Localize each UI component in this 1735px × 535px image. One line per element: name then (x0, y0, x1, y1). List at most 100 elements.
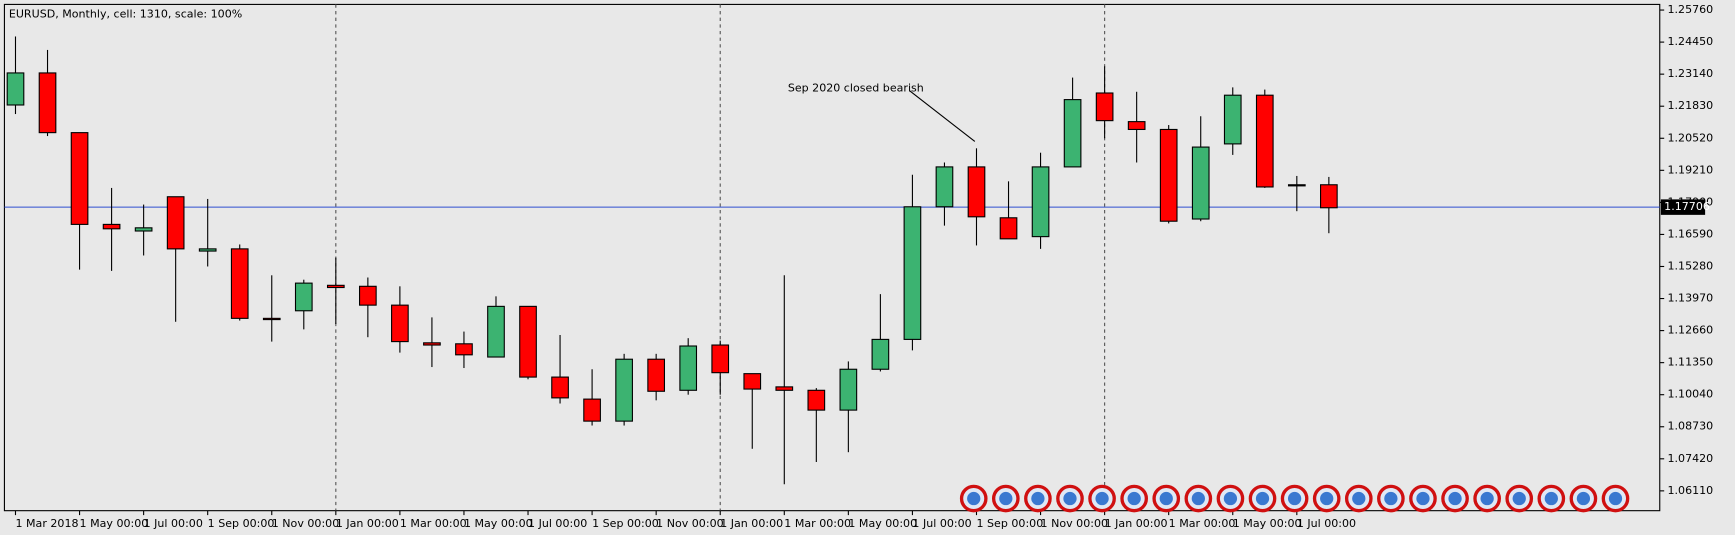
candle-body (519, 305, 537, 378)
x-tick-label: 1 Jul 00:00 (144, 517, 203, 530)
y-tick-label: 1.23140 (1668, 67, 1714, 80)
icon-globe (1063, 491, 1077, 506)
candle-body (967, 166, 986, 218)
icon-globe (1287, 491, 1302, 506)
candle-body (583, 398, 601, 422)
candle-body (711, 344, 730, 374)
icon-globe (1031, 491, 1045, 506)
candle-body (294, 282, 313, 312)
price-label: 1.17706 (1664, 200, 1710, 213)
icon-globe (1095, 491, 1109, 506)
candle-body (1127, 121, 1146, 131)
x-tick-label: 1 May 00:00 (1233, 517, 1302, 530)
candle-body (935, 166, 954, 208)
icon-globe (1191, 491, 1205, 506)
y-tick-label: 1.10040 (1668, 388, 1714, 401)
price-label-box (1660, 199, 1706, 215)
candle-body (70, 132, 89, 225)
icon-globe (967, 491, 981, 506)
icon-globe (1384, 491, 1398, 506)
candle-body (775, 386, 794, 391)
candle-body (1095, 92, 1114, 122)
candle-body (1191, 146, 1210, 220)
y-tick-label: 1.12660 (1668, 324, 1714, 337)
icon-globe (1448, 491, 1462, 506)
y-tick-label: 1.13970 (1668, 292, 1714, 305)
candle-body (903, 206, 922, 340)
x-tick-label: 1 Jan 00:00 (1105, 517, 1168, 530)
candle-body (551, 376, 569, 399)
plot-frame (3, 3, 1661, 512)
candle-body (230, 248, 249, 319)
y-tick-label: 1.20520 (1668, 131, 1714, 144)
x-tick-label: 1 May 00:00 (464, 517, 533, 530)
candle-body (326, 284, 345, 289)
x-tick-label: 1 Jul 00:00 (528, 517, 587, 530)
x-tick-label: 1 May 00:00 (80, 517, 149, 530)
annotation-arrow (909, 90, 976, 142)
icon-globe (1127, 491, 1141, 506)
x-tick-label: 1 Jan 00:00 (336, 517, 399, 530)
icon-globe (1223, 491, 1238, 506)
icon-globe (1255, 491, 1270, 506)
y-tick-label: 1.19210 (1668, 163, 1714, 176)
candle-body (1159, 128, 1178, 222)
candle-body (198, 248, 217, 252)
candle-body (6, 72, 25, 106)
candle-body (455, 343, 473, 356)
candle-body (1031, 166, 1050, 238)
candle-body (487, 305, 505, 358)
y-tick-label: 1.16590 (1668, 227, 1714, 240)
candle-body (615, 358, 633, 422)
candle-body (647, 358, 666, 392)
candle-body (999, 217, 1018, 240)
candle-body (391, 304, 409, 343)
annotation: Sep 2020 closed bearish (788, 81, 924, 94)
y-tick-label: 1.15280 (1668, 259, 1714, 272)
candle-body (839, 368, 858, 411)
candle-body (38, 72, 57, 134)
y-tick-label: 1.06110 (1668, 484, 1714, 497)
y-tick-label: 1.07420 (1668, 452, 1714, 465)
x-tick-label: 1 Sep 00:00 (976, 517, 1043, 530)
x-tick-label: 1 Sep 00:00 (208, 517, 275, 530)
candle-body (743, 373, 762, 390)
y-tick-label: 1.25760 (1668, 3, 1714, 16)
y-tick-label: 1.21830 (1668, 99, 1714, 112)
candle-body (1255, 94, 1274, 188)
icon-globe (1544, 491, 1558, 506)
candle-body (102, 223, 121, 230)
candle-body (1223, 94, 1242, 145)
candle-body (679, 345, 698, 391)
icon-globe (999, 491, 1013, 506)
candle-body (871, 338, 890, 370)
x-tick-label: 1 Jan 00:00 (720, 517, 783, 530)
icon-globe (1608, 491, 1623, 506)
candle-body (262, 317, 281, 321)
icon-globe (1352, 491, 1366, 506)
candle-body (807, 389, 826, 411)
candle-body (359, 285, 377, 306)
icon-globe (1320, 491, 1334, 506)
candle-body (1287, 184, 1306, 187)
chart-title: EURUSD, Monthly, cell: 1310, scale: 100% (9, 7, 242, 20)
x-tick-label: 1 May 00:00 (848, 517, 917, 530)
y-tick-label: 1.24450 (1668, 35, 1714, 48)
x-tick-label: 1 Nov 00:00 (1041, 517, 1108, 530)
candle-body (166, 196, 185, 250)
x-tick-label: 1 Jul 00:00 (1297, 517, 1356, 530)
x-tick-label: 1 Nov 00:00 (272, 517, 339, 530)
x-tick-label: 1 Mar 00:00 (1169, 517, 1236, 530)
y-tick-label: 1.08730 (1668, 420, 1714, 433)
icon-globe (1159, 491, 1173, 506)
candle-body (134, 227, 153, 232)
x-tick-label: 1 Nov 00:00 (656, 517, 723, 530)
icon-globe (1512, 491, 1526, 506)
x-tick-label: 1 Mar 2018 (15, 517, 78, 530)
icon-globe (1416, 491, 1430, 506)
x-tick-label: 1 Mar 00:00 (784, 517, 851, 530)
x-tick-label: 1 Mar 00:00 (400, 517, 467, 530)
candle-body (1063, 99, 1082, 168)
